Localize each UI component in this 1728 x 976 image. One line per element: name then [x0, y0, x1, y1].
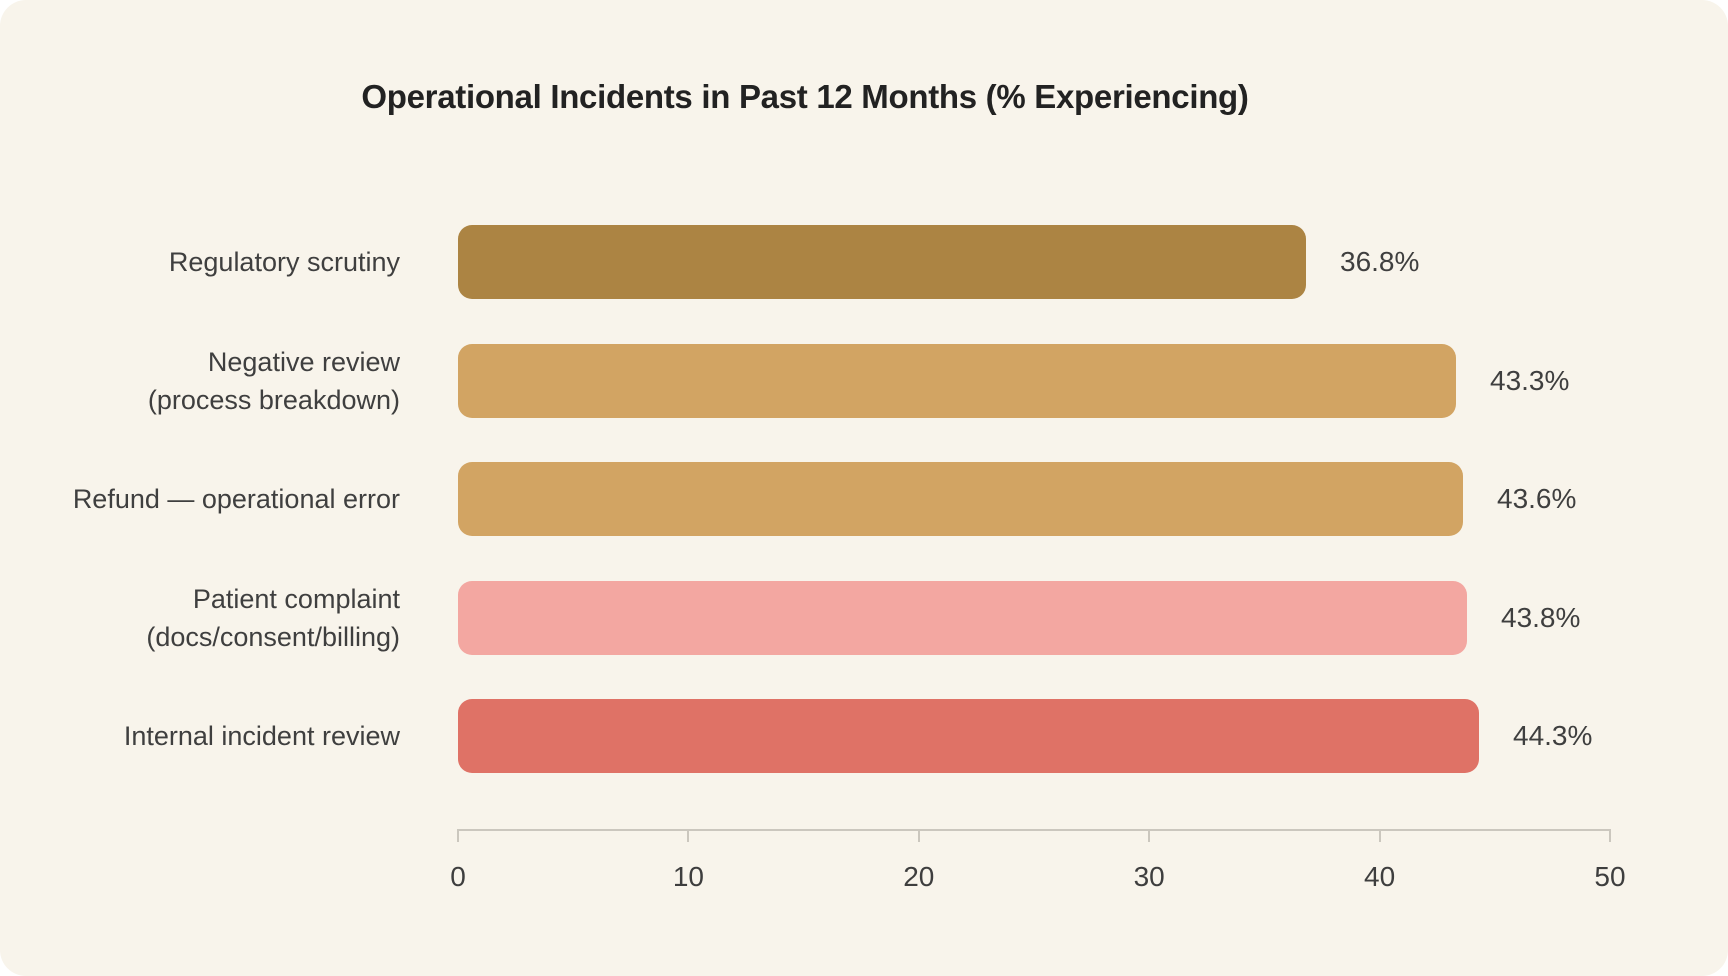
value-label: 36.8% [1340, 246, 1420, 277]
category-label-line: Regulatory scrutiny [168, 247, 400, 277]
x-axis-tick [687, 829, 690, 842]
x-axis-tick [917, 829, 920, 842]
category-label: Regulatory scrutiny [30, 225, 400, 299]
bar [458, 580, 1467, 655]
category-label-line: Internal incident review [123, 721, 400, 751]
category-label: Refund — operational error [30, 462, 400, 536]
category-label: Negative review (process breakdown) [30, 344, 400, 418]
x-axis-tick [1148, 829, 1151, 842]
x-axis-tick-label: 40 [1364, 861, 1396, 892]
bar [458, 343, 1456, 418]
x-axis-tick [1378, 829, 1381, 842]
value-label: 43.6% [1497, 483, 1577, 514]
x-axis-tick-label: 10 [672, 861, 704, 892]
category-label-line: Refund — operational error [72, 484, 400, 514]
bar [458, 225, 1306, 299]
x-axis-tick-label: 0 [450, 861, 466, 892]
category-label-line: (docs/consent/billing) [146, 621, 400, 652]
value-label: 44.3% [1513, 720, 1593, 751]
x-axis-tick [1609, 829, 1611, 842]
category-label-line: Patient complaint [192, 583, 400, 614]
bar [458, 462, 1463, 536]
category-label-line: Negative review [207, 346, 400, 377]
category-label-line: (process breakdown) [147, 384, 400, 415]
value-label: 43.8% [1501, 601, 1581, 633]
x-axis-tick-label: 30 [1133, 861, 1165, 892]
chart-title: Operational Incidents in Past 12 Months … [361, 78, 1249, 115]
x-axis-tick-label: 20 [903, 861, 935, 892]
category-label: Internal incident review [30, 699, 400, 773]
bar [458, 699, 1479, 773]
x-axis-line [458, 829, 1610, 831]
category-label: Patient complaint (docs/consent/billing) [30, 581, 400, 655]
x-axis-tick [457, 829, 459, 842]
value-label: 43.3% [1490, 364, 1570, 396]
x-axis-tick-label: 50 [1594, 861, 1626, 892]
